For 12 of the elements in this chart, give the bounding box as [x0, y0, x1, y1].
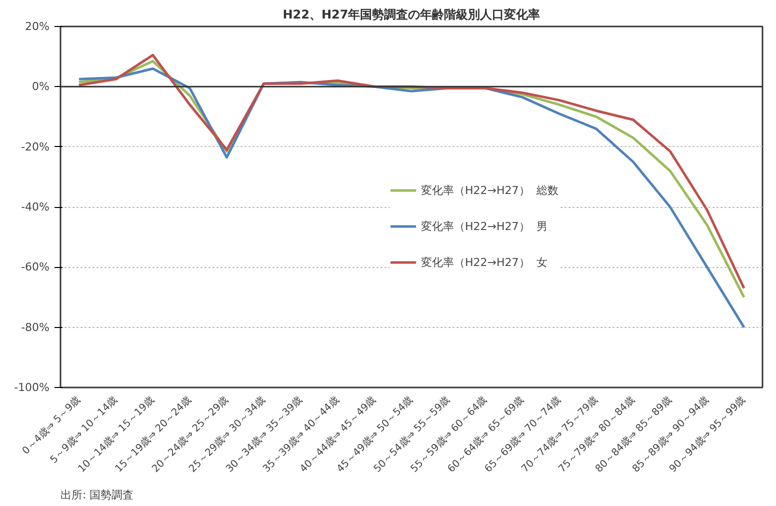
chart-title: H22、H27年国勢調査の年齢階級別人口変化率 [282, 8, 540, 22]
y-tick-label: -100% [14, 381, 50, 394]
y-tick-label: 0% [32, 80, 50, 94]
y-tick-label: -40% [21, 200, 50, 214]
legend-label: 変化率（H22→H27） 女 [421, 254, 548, 270]
y-tick-label: -60% [21, 260, 50, 274]
y-tick-label: -80% [21, 320, 50, 334]
y-tick-label: -20% [21, 140, 50, 154]
legend-label: 変化率（H22→H27） 総数 [421, 182, 559, 198]
text: 出所: 国勢調査 [60, 488, 134, 502]
legend-label: 変化率（H22→H27） 男 [421, 218, 548, 234]
y-tick-label: 20% [25, 20, 50, 33]
